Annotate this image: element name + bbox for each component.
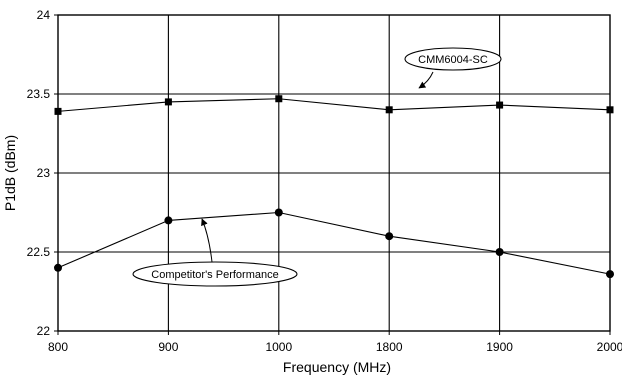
y-tick-label: 24 <box>37 8 51 22</box>
x-tick-label: 1800 <box>376 340 403 354</box>
x-tick-label: 2000 <box>597 340 622 354</box>
annotation-bubble <box>132 261 298 287</box>
x-axis-title: Frequency (MHz) <box>283 359 391 375</box>
y-tick-label: 22.5 <box>27 245 51 259</box>
x-tick-label: 800 <box>48 340 68 354</box>
data-point-circle <box>606 270 614 279</box>
data-point-square <box>496 101 504 109</box>
data-point-square <box>606 106 614 114</box>
data-point-circle <box>274 208 283 217</box>
x-tick-label: 1900 <box>486 340 513 354</box>
data-point-square <box>54 107 62 115</box>
data-point-square <box>164 98 172 106</box>
data-point-circle <box>164 216 173 225</box>
annotation-arrow <box>201 218 213 263</box>
annotation-bubble <box>404 47 502 71</box>
series-line-0 <box>57 98 611 112</box>
y-axis-title: P1dB (dBm) <box>2 135 18 211</box>
data-point-square <box>275 95 283 103</box>
y-tick-label: 23.5 <box>27 87 51 101</box>
annotation-label: CMM6004-SC <box>418 54 488 66</box>
data-point-circle <box>385 232 394 241</box>
annotation-arrow <box>418 71 434 89</box>
data-point-circle <box>54 263 62 272</box>
y-tick-label: 22 <box>37 324 51 338</box>
series-line-1 <box>57 211 611 275</box>
x-tick-label: 900 <box>158 340 178 354</box>
annotation-label: Competitor's Performance <box>151 269 278 281</box>
x-tick-label: 1000 <box>265 340 292 354</box>
data-point-circle <box>495 248 504 256</box>
y-tick-label: 23 <box>37 166 51 180</box>
data-point-square <box>385 106 393 114</box>
